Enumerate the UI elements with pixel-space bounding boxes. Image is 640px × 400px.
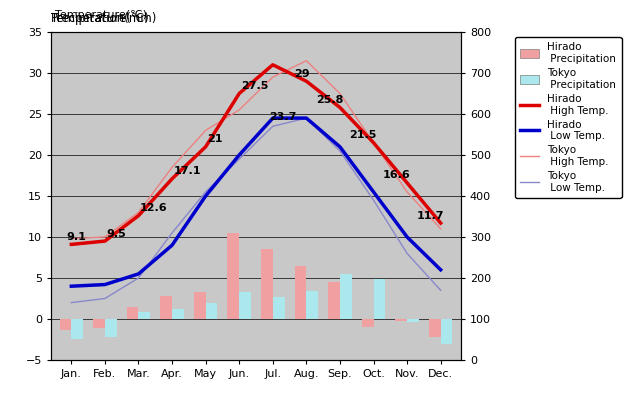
Tokyo
Low Temp. (168, 230, 176, 235)
Text: 27.5: 27.5 (241, 81, 268, 91)
Tokyo
High Temp. (269, 75, 276, 80)
Tokyo
Low Temp. (236, 157, 243, 162)
Bar (172, 309, 184, 319)
Tokyo
High Temp. (336, 91, 344, 96)
Text: Temperature(℃): Temperature(℃) (54, 10, 147, 20)
Hirado
Low Temp. (168, 243, 176, 248)
Tokyo
Low Temp. (67, 300, 75, 305)
Text: 23.7: 23.7 (269, 112, 297, 122)
Line: Hirado
High Temp.: Hirado High Temp. (71, 65, 441, 244)
Text: 16.6: 16.6 (383, 170, 410, 180)
Hirado
High Temp. (370, 140, 378, 145)
Line: Tokyo
Low Temp.: Tokyo Low Temp. (71, 118, 441, 302)
Hirado
Low Temp. (370, 190, 378, 194)
Hirado
High Temp. (168, 176, 176, 181)
Hirado
Low Temp. (403, 234, 411, 239)
Hirado
Low Temp. (269, 116, 276, 120)
Bar (429, 319, 441, 338)
Hirado
Low Temp. (303, 116, 310, 120)
Bar (294, 266, 307, 319)
Text: 17.1: 17.1 (173, 166, 201, 176)
Text: 21: 21 (207, 134, 223, 144)
Bar (205, 304, 218, 319)
Tokyo
High Temp. (202, 128, 209, 133)
Tokyo
Low Temp. (303, 116, 310, 120)
Tokyo
Low Temp. (202, 190, 209, 194)
Bar (138, 312, 150, 319)
Bar (261, 249, 273, 319)
Hirado
High Temp. (67, 242, 75, 247)
Tokyo
Low Temp. (403, 251, 411, 256)
Hirado
High Temp. (336, 105, 344, 110)
Tokyo
Low Temp. (134, 276, 142, 280)
Tokyo
Low Temp. (336, 148, 344, 153)
Tokyo
High Temp. (67, 236, 75, 241)
Hirado
High Temp. (101, 239, 109, 244)
Tokyo
High Temp. (134, 210, 142, 215)
Hirado
High Temp. (403, 180, 411, 185)
Bar (374, 279, 385, 319)
Bar (227, 233, 239, 319)
Hirado
Low Temp. (101, 282, 109, 287)
Tokyo
High Temp. (236, 108, 243, 112)
Hirado
Low Temp. (336, 144, 344, 149)
Hirado
High Temp. (236, 91, 243, 96)
Bar (93, 319, 105, 328)
Text: 9.5: 9.5 (107, 229, 126, 239)
Tokyo
High Temp. (101, 234, 109, 239)
Hirado
High Temp. (202, 144, 209, 149)
Text: 11.7: 11.7 (417, 210, 444, 221)
Tokyo
High Temp. (370, 140, 378, 145)
Bar (127, 307, 138, 319)
Bar (194, 292, 205, 319)
Line: Tokyo
High Temp.: Tokyo High Temp. (71, 61, 441, 239)
Bar (160, 296, 172, 319)
Tokyo
Low Temp. (437, 288, 445, 293)
Bar (60, 319, 71, 330)
Text: 21.5: 21.5 (349, 130, 377, 140)
Text: 12.6: 12.6 (140, 203, 168, 213)
Hirado
High Temp. (269, 62, 276, 67)
Bar (396, 319, 407, 321)
Hirado
Low Temp. (236, 152, 243, 157)
Tokyo
High Temp. (303, 58, 310, 63)
Text: 29: 29 (294, 69, 310, 79)
Tokyo
High Temp. (168, 165, 176, 170)
Legend: Hirado
 Precipitation, Tokyo
 Precipitation, Hirado
 High Temp., Hirado
 Low Tem: Hirado Precipitation, Tokyo Precipitatio… (515, 37, 621, 198)
Tokyo
High Temp. (437, 226, 445, 231)
Bar (362, 319, 374, 327)
Bar (71, 319, 83, 339)
Bar (273, 297, 285, 319)
Hirado
High Temp. (437, 221, 445, 226)
Hirado
High Temp. (134, 213, 142, 218)
Bar (441, 319, 452, 344)
Hirado
Low Temp. (134, 272, 142, 276)
Tokyo
Low Temp. (269, 124, 276, 129)
Hirado
Low Temp. (437, 268, 445, 272)
Hirado
Low Temp. (202, 194, 209, 198)
Text: Temperature(℃): Temperature(℃) (51, 12, 149, 26)
Bar (407, 319, 419, 322)
Tokyo
Low Temp. (101, 296, 109, 301)
Bar (328, 282, 340, 319)
Hirado
Low Temp. (67, 284, 75, 289)
Tokyo
Low Temp. (370, 198, 378, 202)
Line: Hirado
Low Temp.: Hirado Low Temp. (71, 118, 441, 286)
Text: Precipitation(mm): Precipitation(mm) (51, 12, 157, 26)
Bar (340, 274, 352, 319)
Bar (307, 291, 318, 319)
Text: 25.8: 25.8 (316, 95, 343, 105)
Bar (105, 319, 116, 337)
Bar (239, 292, 251, 319)
Tokyo
High Temp. (403, 190, 411, 194)
Hirado
High Temp. (303, 79, 310, 84)
Text: 9.1: 9.1 (67, 232, 86, 242)
